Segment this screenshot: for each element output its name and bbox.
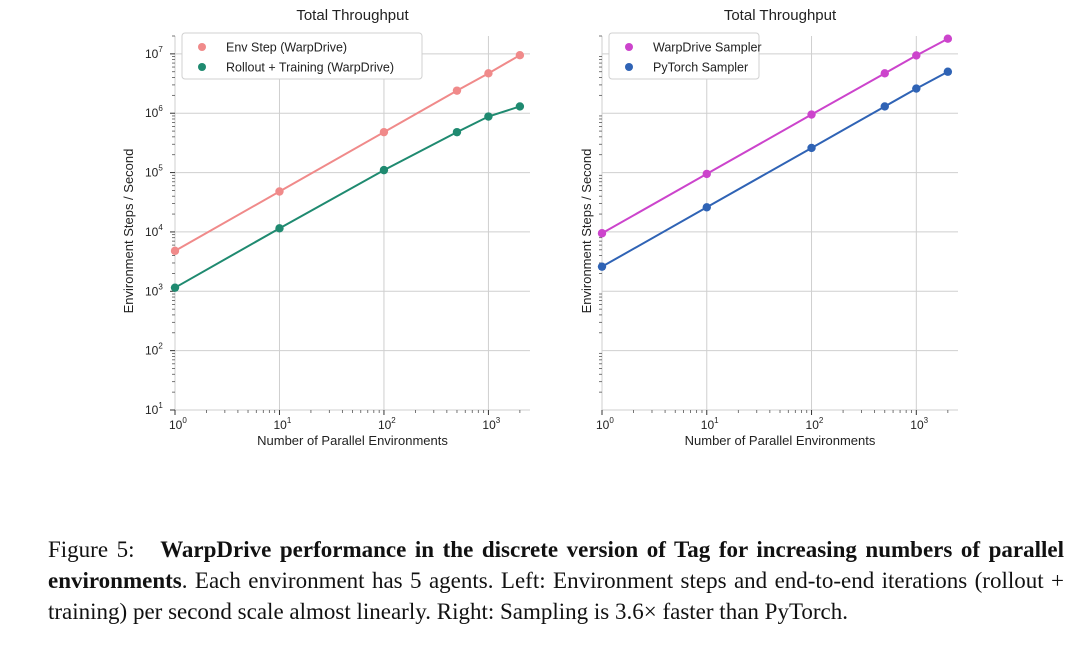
caption-label: Figure 5: <box>48 537 135 562</box>
caption-bold-text: WarpDrive performance in the discrete ve… <box>48 537 1064 593</box>
x-tick-label: 101 <box>701 416 719 432</box>
y-axis-label: Environment Steps / Second <box>121 149 136 314</box>
data-point-series-2 <box>943 67 953 76</box>
y-tick-exponent: 3 <box>158 282 163 291</box>
data-point-series-1 <box>880 69 889 78</box>
y-tick-label: 107 <box>145 45 163 61</box>
data-point-series-1 <box>452 86 462 95</box>
legend-marker <box>625 63 633 71</box>
data-point-series-2 <box>379 165 389 175</box>
data-point-series-1 <box>807 110 816 119</box>
x-axis-label: Number of Parallel Environments <box>685 433 876 448</box>
y-tick-exponent: 6 <box>158 104 163 113</box>
legend-label: Env Step (WarpDrive) <box>226 41 347 55</box>
y-tick-base: 10 <box>145 344 159 358</box>
y-tick-base: 10 <box>145 284 159 298</box>
legend-marker <box>198 43 206 51</box>
x-tick-exponent: 3 <box>924 416 929 425</box>
legend-marker <box>198 63 206 71</box>
x-tick-base: 10 <box>806 418 820 432</box>
caption-body-text: . Each environment has 5 agents. Left: E… <box>48 568 1064 624</box>
y-tick-exponent: 1 <box>158 401 163 410</box>
x-tick-base: 10 <box>378 418 392 432</box>
y-tick-exponent: 4 <box>158 223 163 232</box>
y-tick-label: 103 <box>145 282 163 298</box>
data-point-series-2 <box>807 143 816 153</box>
y-tick-label: 106 <box>145 104 163 120</box>
x-axis-label: Number of Parallel Environments <box>257 433 448 448</box>
y-tick-base: 10 <box>145 403 159 417</box>
x-tick-label: 102 <box>806 416 824 432</box>
figure-caption: Figure 5: WarpDrive performance in the d… <box>48 534 1064 627</box>
series-line-2 <box>174 105 521 289</box>
chart-title: Total Throughput <box>296 7 409 24</box>
data-point-series-1 <box>275 187 284 196</box>
data-point-series-2 <box>452 127 462 137</box>
x-tick-label: 100 <box>596 416 614 432</box>
chart-title: Total Throughput <box>724 7 837 24</box>
x-tick-base: 10 <box>482 418 496 432</box>
x-tick-label: 102 <box>378 416 396 432</box>
x-tick-label: 103 <box>910 416 928 432</box>
data-point-series-2 <box>702 203 711 212</box>
legend-box <box>181 32 423 80</box>
x-tick-exponent: 0 <box>609 416 614 425</box>
data-point-series-1 <box>943 34 953 43</box>
x-tick-exponent: 1 <box>287 416 292 425</box>
y-axis-label: Environment Steps / Second <box>579 149 594 314</box>
x-tick-base: 10 <box>596 418 610 432</box>
series-line-1 <box>174 54 521 252</box>
data-point-series-2 <box>484 112 493 121</box>
y-tick-base: 10 <box>145 225 159 239</box>
y-tick-base: 10 <box>145 106 159 120</box>
legend-label: WarpDrive Sampler <box>653 41 762 55</box>
y-tick-label: 105 <box>145 164 163 180</box>
data-point-series-1 <box>379 127 389 137</box>
data-point-series-1 <box>912 51 921 60</box>
data-point-series-2 <box>880 102 889 111</box>
data-point-series-1 <box>597 229 607 238</box>
x-tick-label: 101 <box>273 416 291 432</box>
x-tick-base: 10 <box>910 418 924 432</box>
x-tick-base: 10 <box>701 418 715 432</box>
data-point-series-2 <box>912 84 921 93</box>
x-tick-label: 103 <box>482 416 500 432</box>
y-tick-exponent: 7 <box>158 45 163 54</box>
x-tick-label: 100 <box>169 416 187 432</box>
data-point-series-2 <box>275 224 284 233</box>
x-tick-base: 10 <box>273 418 287 432</box>
y-tick-label: 102 <box>145 342 163 358</box>
legend-box <box>608 32 760 80</box>
x-tick-exponent: 2 <box>819 416 824 425</box>
series-line-1 <box>601 37 949 235</box>
x-tick-exponent: 1 <box>714 416 719 425</box>
series-line-2 <box>601 70 949 268</box>
y-tick-base: 10 <box>145 47 159 61</box>
y-tick-base: 10 <box>145 166 159 180</box>
legend-label: Rollout + Training (WarpDrive) <box>226 61 394 75</box>
x-tick-exponent: 3 <box>496 416 501 425</box>
y-tick-exponent: 2 <box>158 342 163 351</box>
data-point-series-1 <box>484 69 493 78</box>
data-point-series-1 <box>702 169 711 179</box>
legend-marker <box>625 43 633 51</box>
y-tick-label: 101 <box>145 401 163 417</box>
y-tick-label: 104 <box>145 223 163 239</box>
data-point-series-2 <box>515 102 525 111</box>
x-tick-base: 10 <box>169 418 183 432</box>
data-point-series-2 <box>170 283 180 292</box>
data-point-series-2 <box>597 262 607 271</box>
x-tick-exponent: 0 <box>182 416 187 425</box>
x-tick-exponent: 2 <box>391 416 396 425</box>
legend-label: PyTorch Sampler <box>653 61 748 75</box>
data-point-series-1 <box>170 246 180 256</box>
y-tick-exponent: 5 <box>158 164 163 173</box>
data-point-series-1 <box>515 50 525 60</box>
